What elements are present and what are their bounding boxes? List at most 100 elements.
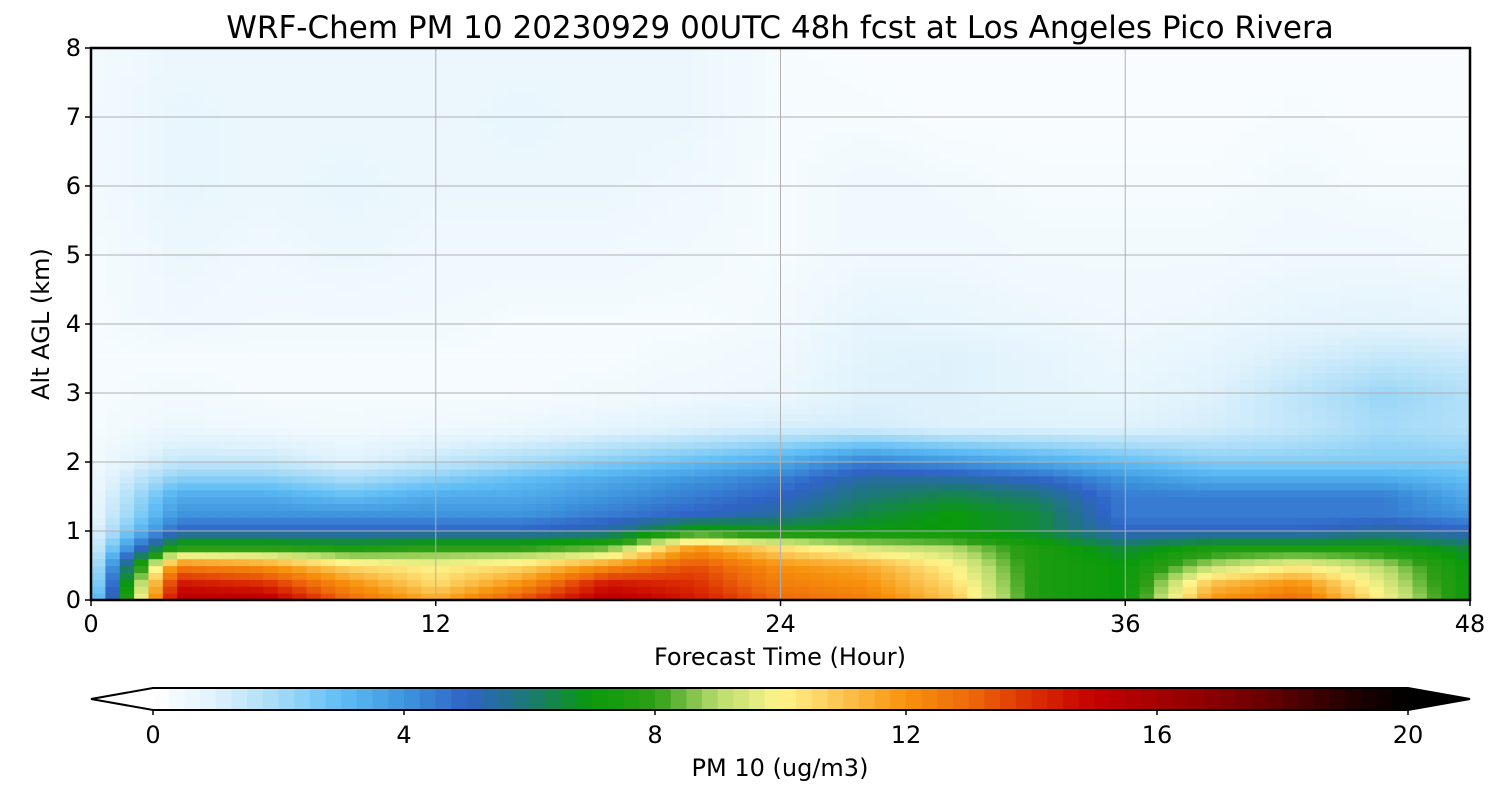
heatmap-cell bbox=[1168, 475, 1184, 484]
heatmap-cell bbox=[924, 420, 940, 429]
heatmap-cell bbox=[191, 537, 207, 546]
heatmap-cell bbox=[938, 427, 954, 435]
heatmap-cell bbox=[1268, 551, 1284, 560]
heatmap-cell bbox=[550, 468, 566, 477]
heatmap-cell bbox=[91, 303, 106, 311]
heatmap-cell bbox=[421, 448, 437, 456]
heatmap-cell bbox=[421, 531, 437, 539]
heatmap-cell bbox=[952, 441, 968, 449]
heatmap-cell bbox=[91, 351, 106, 360]
heatmap-cell bbox=[1024, 351, 1040, 360]
heatmap-cell bbox=[866, 317, 882, 325]
heatmap-cell bbox=[119, 572, 135, 580]
heatmap-cell bbox=[205, 551, 221, 560]
heatmap-cell bbox=[177, 462, 193, 470]
heatmap-cell bbox=[924, 455, 940, 463]
heatmap-cell bbox=[895, 586, 911, 594]
heatmap-cell bbox=[751, 482, 767, 491]
heatmap-cell bbox=[995, 324, 1011, 332]
heatmap-cell bbox=[1297, 448, 1313, 456]
heatmap-cell bbox=[521, 503, 537, 511]
heatmap-cell bbox=[191, 510, 207, 518]
heatmap-cell bbox=[105, 579, 121, 587]
heatmap-cell bbox=[450, 379, 466, 387]
heatmap-cell bbox=[263, 413, 279, 422]
heatmap-cell bbox=[967, 303, 983, 311]
heatmap-cell bbox=[636, 379, 652, 387]
heatmap-cell bbox=[881, 517, 897, 525]
heatmap-cell bbox=[1010, 496, 1026, 504]
heatmap-cell bbox=[536, 248, 552, 256]
heatmap-cell bbox=[794, 406, 810, 415]
heatmap-cell bbox=[1110, 296, 1126, 304]
heatmap-cell bbox=[593, 268, 609, 277]
heatmap-cell bbox=[909, 468, 925, 477]
heatmap-cell bbox=[134, 420, 150, 429]
heatmap-cell bbox=[1153, 448, 1169, 456]
heatmap-cell bbox=[665, 537, 681, 546]
heatmap-cell bbox=[866, 275, 882, 284]
heatmap-cell bbox=[91, 537, 106, 546]
heatmap-cell bbox=[134, 393, 150, 401]
heatmap-cell bbox=[277, 365, 293, 373]
heatmap-cell bbox=[1010, 572, 1026, 580]
heatmap-cell bbox=[1211, 468, 1227, 477]
heatmap-cell bbox=[1268, 317, 1284, 325]
heatmap-cell bbox=[363, 427, 379, 435]
heatmap-cell bbox=[694, 503, 710, 511]
heatmap-cell bbox=[306, 434, 322, 442]
heatmap-cell bbox=[435, 248, 451, 256]
heatmap-cell bbox=[392, 448, 408, 456]
heatmap-cell bbox=[464, 503, 480, 511]
heatmap-cell bbox=[679, 365, 695, 373]
heatmap-cell bbox=[1139, 489, 1155, 498]
heatmap-cell bbox=[1010, 524, 1026, 532]
heatmap-cell bbox=[550, 524, 566, 532]
heatmap-cell bbox=[1426, 475, 1442, 484]
heatmap-cell bbox=[521, 386, 537, 394]
heatmap-cell bbox=[1383, 255, 1399, 263]
heatmap-cell bbox=[1096, 586, 1112, 594]
heatmap-cell bbox=[1211, 351, 1227, 360]
heatmap-cell bbox=[536, 482, 552, 491]
heatmap-cell bbox=[421, 503, 437, 511]
heatmap-cell bbox=[967, 475, 983, 484]
heatmap-cell bbox=[1455, 482, 1471, 491]
heatmap-cell bbox=[665, 475, 681, 484]
heatmap-cell bbox=[952, 558, 968, 567]
heatmap-cell bbox=[723, 303, 738, 311]
heatmap-cell bbox=[593, 241, 609, 249]
heatmap-cell bbox=[1110, 413, 1126, 422]
heatmap-cell bbox=[134, 406, 150, 415]
heatmap-cell bbox=[478, 427, 494, 435]
heatmap-cell bbox=[694, 586, 710, 594]
heatmap-cell bbox=[967, 579, 983, 587]
heatmap-cell bbox=[1024, 386, 1040, 394]
heatmap-cell bbox=[1139, 399, 1155, 408]
heatmap-cell bbox=[335, 551, 351, 560]
heatmap-cell bbox=[679, 420, 695, 429]
heatmap-cell bbox=[751, 241, 767, 249]
heatmap-cell bbox=[924, 441, 940, 449]
heatmap-cell bbox=[320, 510, 336, 518]
heatmap-cell bbox=[679, 324, 695, 332]
heatmap-cell bbox=[837, 351, 853, 360]
heatmap-cell bbox=[1412, 586, 1428, 594]
heatmap-cell bbox=[766, 524, 782, 532]
heatmap-cell bbox=[191, 475, 207, 484]
heatmap-cell bbox=[1096, 386, 1112, 394]
heatmap-cell bbox=[1024, 544, 1040, 553]
heatmap-cell bbox=[1197, 537, 1213, 546]
heatmap-cell bbox=[450, 524, 466, 532]
heatmap-cell bbox=[134, 310, 150, 318]
heatmap-cell bbox=[392, 413, 408, 422]
heatmap-cell bbox=[1139, 358, 1155, 366]
heatmap-cell bbox=[478, 268, 494, 277]
heatmap-cell bbox=[392, 579, 408, 587]
heatmap-cell bbox=[823, 544, 839, 553]
heatmap-cell bbox=[191, 310, 207, 318]
heatmap-cell bbox=[550, 586, 566, 594]
heatmap-cell bbox=[335, 282, 351, 291]
heatmap-cell bbox=[205, 503, 221, 511]
